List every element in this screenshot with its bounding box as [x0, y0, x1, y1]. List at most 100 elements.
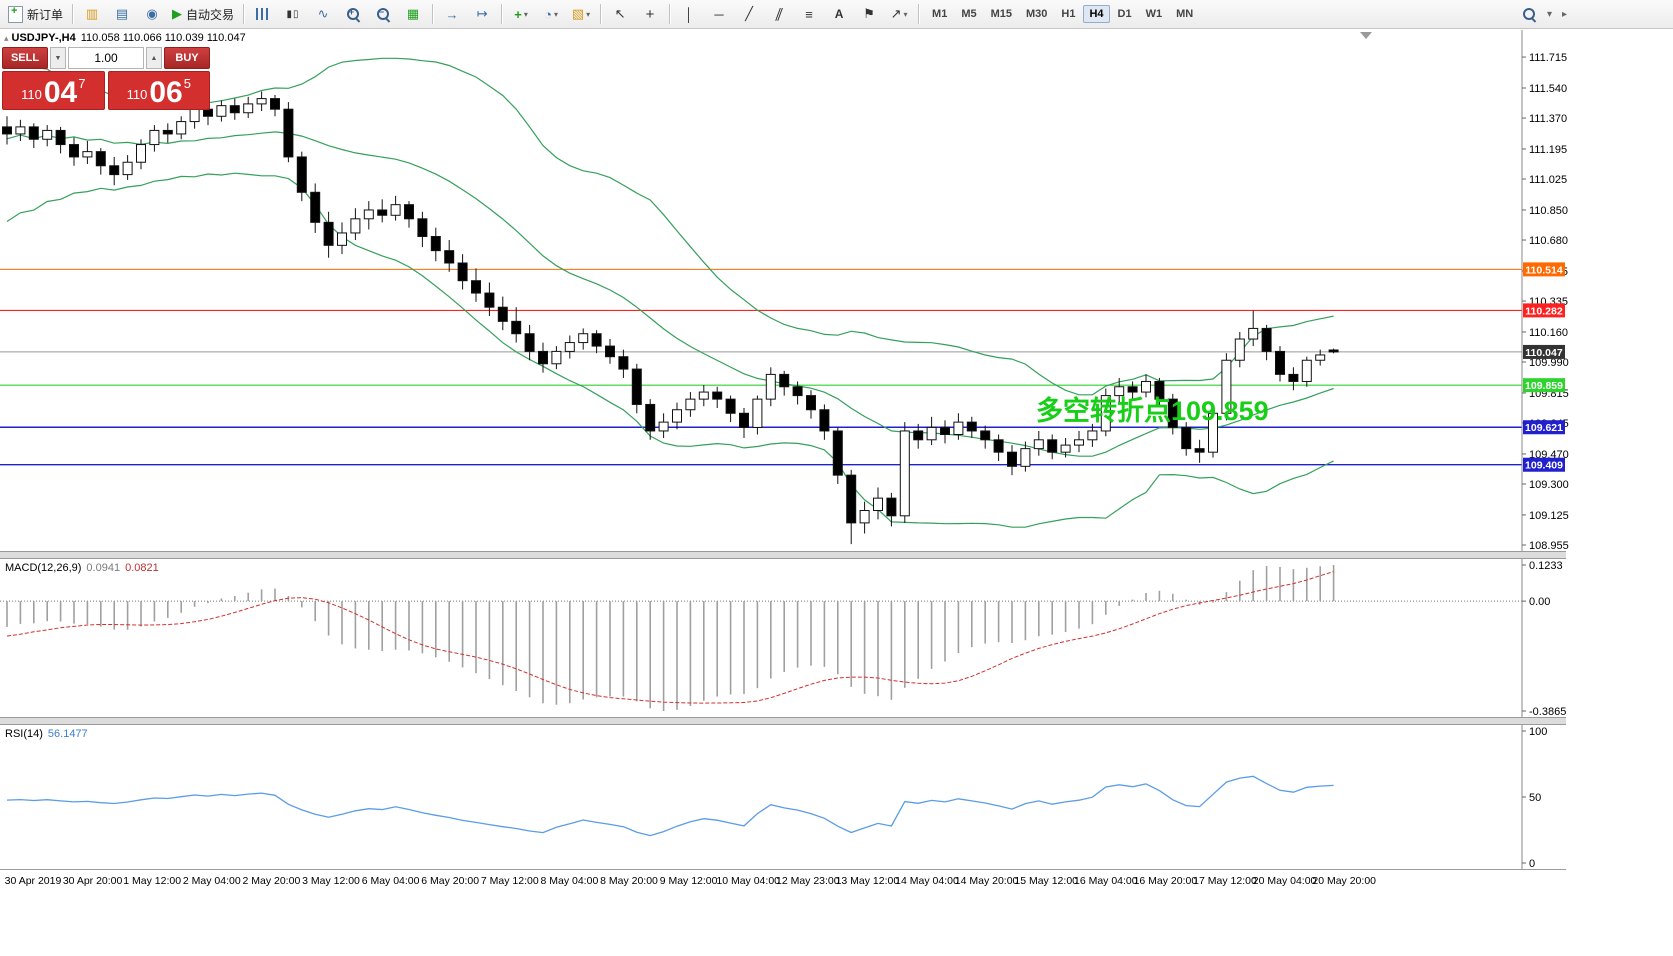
- toolbar-customize-icon[interactable]: ▾: [1546, 8, 1552, 20]
- toolbar-more-icon[interactable]: ▸: [1561, 8, 1567, 20]
- candle-bull: [1060, 444, 1071, 453]
- fibonacci-tool-button[interactable]: ≡: [795, 2, 823, 26]
- crosshair-tool-button[interactable]: +: [636, 2, 664, 26]
- svg-text:109.409: 109.409: [1525, 460, 1563, 472]
- vertical-line-tool-button[interactable]: │: [675, 2, 703, 26]
- candle-bull: [1248, 327, 1259, 340]
- volume-increase-button[interactable]: ▲: [146, 47, 162, 69]
- timeframe-m15[interactable]: M15: [985, 5, 1018, 23]
- timeframe-mn[interactable]: MN: [1170, 5, 1199, 23]
- candle-bear: [417, 218, 428, 237]
- buy-button[interactable]: BUY: [164, 47, 210, 69]
- volume-decrease-button[interactable]: ▼: [50, 47, 66, 69]
- ohlc-values-label: 110.058 110.066 110.039 110.047: [80, 32, 246, 44]
- rsi-panel-canvas[interactable]: 100 50 0: [0, 725, 1590, 869]
- zoom-in-button[interactable]: +: [339, 2, 367, 26]
- timeframe-m5[interactable]: M5: [955, 5, 982, 23]
- bar-chart-icon: [256, 8, 271, 20]
- line-chart-button[interactable]: ∿: [309, 2, 337, 26]
- bollinger-middle-line: [6, 131, 1334, 457]
- candle-bear: [162, 129, 173, 135]
- text-tool-button[interactable]: A: [825, 2, 853, 26]
- new-order-button[interactable]: 新订单: [4, 2, 67, 26]
- price-tag-109.621[interactable]: 109.621: [1523, 420, 1565, 435]
- sell-button[interactable]: SELL: [2, 47, 48, 69]
- templates-button[interactable]: ▧ ▾: [567, 2, 595, 26]
- time-axis-label: 20 May 20:00: [1312, 875, 1377, 887]
- periods-button[interactable]: ◔ ▾: [537, 2, 565, 26]
- price-tag-109.859[interactable]: 109.859: [1523, 378, 1565, 393]
- bid-price-box[interactable]: 110 04 7: [2, 71, 105, 110]
- time-axis-label: 15 May 12:00: [1014, 875, 1079, 887]
- price-tag-110.047[interactable]: 110.047: [1523, 344, 1565, 359]
- time-axis-label: 30 Apr 20:00: [62, 875, 123, 887]
- ask-price-box[interactable]: 110 06 5: [107, 71, 210, 110]
- panel-separator-rsi[interactable]: [0, 717, 1566, 725]
- timeframe-h1[interactable]: H1: [1055, 5, 1081, 23]
- one-click-trade-panel: SELL ▼ 1.00 ▲ BUY 110 04 7 110 06 5: [2, 47, 210, 110]
- timeframe-w1[interactable]: W1: [1140, 5, 1169, 23]
- zoom-out-button[interactable]: −: [369, 2, 397, 26]
- chart-shift-marker[interactable]: [1360, 32, 1372, 39]
- ask-big-digits: 06: [149, 76, 183, 110]
- time-axis-label: 10 May 04:00: [716, 875, 781, 887]
- panel-separator-macd[interactable]: [0, 551, 1566, 559]
- cursor-tool-button[interactable]: ↖: [606, 2, 634, 26]
- candle-bear: [310, 191, 321, 223]
- time-axis-label: 30 Apr 2019: [4, 875, 62, 887]
- volume-input[interactable]: 1.00: [68, 47, 144, 69]
- timeframe-m30[interactable]: M30: [1020, 5, 1053, 23]
- symbol-timeframe-label: USDJPY-,H4: [11, 32, 76, 44]
- price-tag-110.282[interactable]: 110.282: [1523, 303, 1565, 318]
- candle-bear: [2, 126, 12, 135]
- time-axis-label: 20 May 04:00: [1252, 875, 1317, 887]
- candle-bear: [631, 368, 642, 405]
- candle-bear: [55, 129, 66, 146]
- time-axis-label: 6 May 04:00: [361, 875, 420, 887]
- text-label-tool-button[interactable]: ⚑: [855, 2, 883, 26]
- rsi-tick-label: 50: [1529, 792, 1541, 804]
- collapse-trade-panel-icon[interactable]: ▴: [4, 33, 9, 43]
- trendline-tool-button[interactable]: ╱: [735, 2, 763, 26]
- arrow-tool-icon: ↗: [890, 6, 902, 21]
- candle-bull: [189, 108, 200, 123]
- candle-bear: [511, 320, 522, 335]
- main-chart-canvas[interactable]: 111.715 111.540 111.370 111.195 111.025 110.8…: [0, 30, 1590, 551]
- candle-bull: [926, 426, 937, 441]
- candle-bull: [859, 510, 870, 524]
- tile-windows-button[interactable]: ▦: [399, 2, 427, 26]
- time-axis[interactable]: 30 Apr 2019 30 Apr 20:00 1 May 12:00 2 May …: [0, 869, 1566, 896]
- search-icon[interactable]: [1522, 7, 1537, 22]
- candle-bear: [1328, 349, 1339, 353]
- channel-tool-button[interactable]: ∥: [765, 2, 793, 26]
- autotrading-button[interactable]: ▶ 自动交易: [168, 2, 238, 26]
- time-axis-label: 17 May 12:00: [1193, 875, 1257, 887]
- macd-panel-canvas[interactable]: 0.1233 0.00 -0.3865: [0, 559, 1590, 717]
- indicators-button[interactable]: + ▾: [507, 2, 535, 26]
- market-watch-button[interactable]: ▤: [108, 2, 136, 26]
- arrows-tool-button[interactable]: ↗ ▾: [885, 2, 913, 26]
- candle-bear: [69, 144, 79, 158]
- candle-bear: [940, 426, 950, 435]
- price-tag-109.409[interactable]: 109.409: [1523, 457, 1565, 472]
- horizontal-line-tool-button[interactable]: ─: [705, 2, 733, 26]
- macd-tick-label: -0.3865: [1529, 706, 1566, 717]
- candle-bull: [698, 391, 709, 400]
- bar-chart-button[interactable]: [249, 2, 277, 26]
- candlestick-chart-button[interactable]: ▮▯: [279, 2, 307, 26]
- chart-shift-button[interactable]: ↦: [468, 2, 496, 26]
- time-axis-label: 12 May 23:00: [775, 875, 840, 887]
- timeframe-d1[interactable]: D1: [1112, 5, 1138, 23]
- autotrading-play-icon: ▶: [172, 6, 183, 21]
- auto-scroll-button[interactable]: →: [438, 2, 466, 26]
- navigator-button[interactable]: ◉: [138, 2, 166, 26]
- autotrading-label: 自动交易: [186, 7, 235, 22]
- timeframe-m1[interactable]: M1: [926, 5, 953, 23]
- line-chart-icon: ∿: [317, 6, 329, 21]
- timeframe-h4[interactable]: H4: [1083, 5, 1110, 23]
- price-tag-110.514[interactable]: 110.514: [1523, 262, 1565, 277]
- charts-button[interactable]: ▥: [78, 2, 106, 26]
- candle-bear: [430, 235, 441, 252]
- chevron-down-icon: ▾: [553, 9, 558, 19]
- time-axis-label: 6 May 20:00: [421, 875, 480, 887]
